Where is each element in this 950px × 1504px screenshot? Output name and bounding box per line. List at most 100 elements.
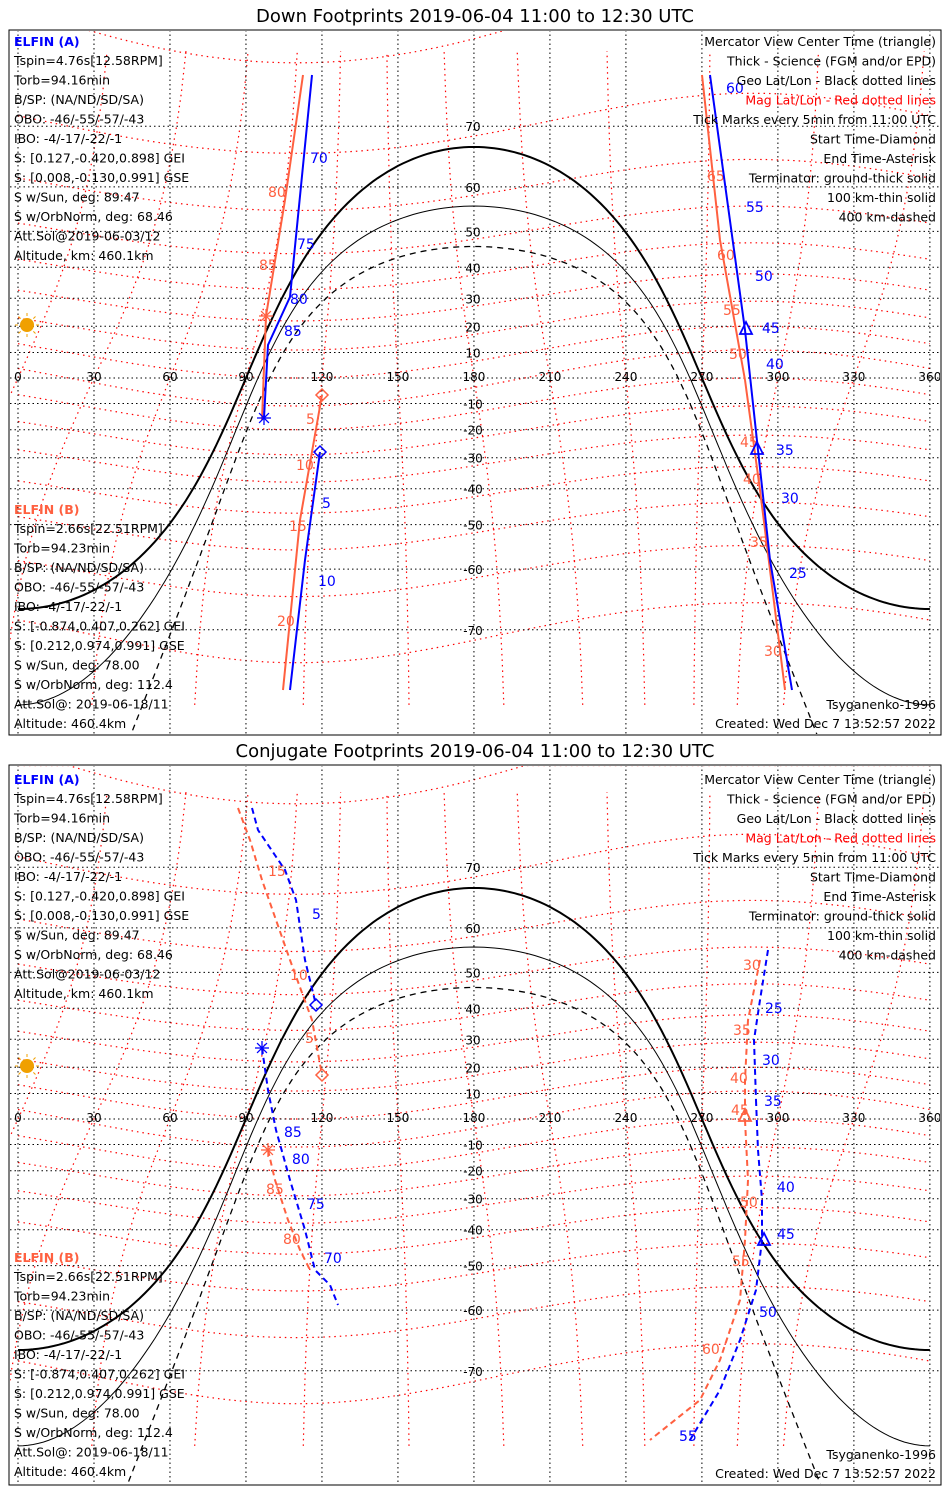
track-tick-label: 80: [283, 1232, 301, 1248]
created-timestamp: Created: Wed Dec 7 13:52:57 2022: [715, 1466, 936, 1481]
end-asterisk-marker: [262, 1144, 274, 1156]
center-triangle-marker: [756, 1230, 772, 1246]
track-tick-label: 30: [762, 1053, 780, 1069]
start-diamond-marker: [312, 444, 328, 460]
track-tick-label: 30: [743, 958, 761, 974]
probe-a-info-line: S: [0.127,-0.420,0.898] GEI: [14, 889, 185, 904]
probe-a-info-line: Tspin=4.76s[12.58RPM]: [13, 791, 163, 806]
probe-a-info-line: S w/OrbNorm, deg: 68.46: [14, 947, 173, 962]
longitude-tick-label: 360: [918, 370, 941, 384]
longitude-tick-label: 240: [614, 370, 637, 384]
track-tick-label: 85: [284, 1125, 302, 1141]
track-tick-label: 30: [764, 644, 782, 660]
track-tick-label: 40: [777, 1180, 795, 1196]
longitude-tick-label: 180: [462, 370, 485, 384]
probe-b-info-line: S w/Sun, deg: 78.00: [14, 658, 140, 673]
longitude-tick-label: 0: [14, 1111, 22, 1125]
model-label: Tsyganenko-1996: [825, 697, 936, 712]
track-tick-label: 35: [776, 443, 794, 459]
track-tick-label: 80: [292, 1152, 310, 1168]
latitude-tick-label: -40: [463, 483, 483, 497]
track-tick-label: 25: [765, 1001, 783, 1017]
track-tick-label: 60: [726, 81, 744, 97]
latitude-tick-label: 60: [465, 922, 480, 936]
probe-b-info-line: OBO: -46/-55/-57/-43: [14, 580, 144, 595]
latitude-tick-label: -40: [463, 1224, 483, 1238]
footprint-track-a-right-red: [744, 959, 761, 1120]
track-tick-label: 55: [732, 1254, 750, 1270]
longitude-tick-label: 90: [238, 1111, 253, 1125]
latitude-tick-label: 10: [465, 347, 480, 361]
latitude-tick-label: 50: [465, 225, 480, 239]
probe-b-info-line: Att.Sol@: 2019-06-18/11: [14, 697, 169, 712]
longitude-tick-label: 210: [538, 1111, 561, 1125]
latitude-tick-label: 20: [465, 1061, 480, 1075]
mag-latitude-line: [17, 1041, 930, 1092]
start-diamond-marker: [308, 997, 324, 1013]
mag-latitude-line: [17, 1206, 930, 1255]
track-tick-label: 40: [730, 1071, 748, 1087]
mag-latitude-line: [17, 242, 930, 291]
footprint-track-a-right-blue: [752, 949, 769, 1101]
longitude-tick-label: 270: [690, 370, 713, 384]
track-tick-label: 35: [733, 1023, 751, 1039]
latitude-tick-label: -10: [463, 1138, 483, 1152]
footprint-track-a-right-red: [701, 74, 746, 381]
legend-line: Terminator: ground-thick solid: [748, 171, 936, 186]
mag-longitude-line: [10, 792, 108, 1139]
probe-b-info-line: S: [-0.874,0.407,0.262] GEI: [14, 1367, 185, 1382]
mag-latitude-line: [17, 1014, 930, 1063]
mag-latitude-line: [17, 1285, 930, 1339]
mag-latitude-line: [17, 946, 930, 996]
legend-line: Thick - Science (FGM and/or EPD): [726, 54, 936, 69]
longitude-tick-label: 300: [766, 370, 789, 384]
probe-b-info-line: B/SP: (NA/ND/SD/SA): [14, 1308, 144, 1323]
footprint-track-b-left-blue: [289, 451, 321, 691]
terminator-100km: [17, 205, 930, 706]
track-tick-label: 75: [307, 1197, 325, 1213]
probe-b-info-line: S w/Sun, deg: 78.00: [14, 1406, 140, 1421]
probe-a-info-line: S w/Sun, deg: 89.47: [14, 928, 140, 943]
footprint-track-b-left-blue: [261, 1047, 339, 1306]
longitude-tick-label: 60: [162, 1111, 177, 1125]
probe-b-info-line: Torb=94.23min: [13, 541, 110, 556]
mag-longitude-line: [91, 51, 249, 705]
latitude-tick-label: 20: [465, 320, 480, 334]
legend-line: Thick - Science (FGM and/or EPD): [726, 792, 936, 807]
plot-frame: [8, 29, 942, 736]
track-tick-label: 10: [290, 968, 308, 984]
latitude-tick-label: -70: [463, 1365, 483, 1379]
sun-ray: [18, 331, 21, 334]
track-tick-label: 5: [306, 412, 315, 428]
footprint-track-a-right-blue: [709, 74, 759, 451]
info-text: ELFIN (A) Tspin=4.76s[12.58RPM] Torb=94.16…: [13, 34, 937, 731]
track-tick-label: 85: [266, 1182, 284, 1198]
map-layer: 0 30 60 90 120 150 180 210 240 270 300 330 360 70 60 50…: [10, 766, 940, 1484]
footprint-track-a-left-red: [261, 74, 304, 421]
mag-latitude-line: [17, 1175, 930, 1224]
track-tick-label: 50: [729, 347, 747, 363]
latitude-tick-label: 70: [465, 120, 480, 134]
plot-frame: [8, 764, 942, 1486]
longitude-tick-label: 330: [842, 1111, 865, 1125]
legend-line: End Time-Asterisk: [823, 151, 936, 166]
track-tick-label: 35: [750, 535, 768, 551]
probe-b-info-line: OBO: -46/-55/-57/-43: [14, 1328, 144, 1343]
sun-ray: [33, 316, 36, 319]
info-text: ELFIN (A) Tspin=4.76s[12.58RPM] Torb=94.16…: [13, 772, 937, 1481]
latitude-tick-label: -60: [463, 563, 483, 577]
mag-longitude-line: [194, 51, 298, 705]
conjugate-footprints-panel: Conjugate Footprints 2019-06-04 11:00 to…: [8, 741, 942, 1486]
sun-ray: [18, 1072, 21, 1075]
mag-latitude-line: [17, 602, 931, 664]
legend-line: Mag Lat/Lon - Red dotted lines: [745, 93, 936, 108]
probe-b-info-line: IBO: -4/-17/-22/-1: [14, 1347, 122, 1362]
footprint-track-b-right-red: [744, 379, 786, 691]
probe-a-info-line: OBO: -46/-55/-57/-43: [14, 112, 144, 127]
legend-line: 400 km-dashed: [839, 210, 936, 225]
probe-b-info-line: Tspin=2.66s[22.51RPM]: [13, 1269, 163, 1284]
legend-line: Terminator: ground-thick solid: [748, 909, 936, 924]
longitude-tick-label: 150: [386, 1111, 409, 1125]
footprint-track-b-left-red: [267, 1149, 311, 1271]
probe-a-info-line: S: [0.008,-0.130,0.991] GSE: [14, 170, 189, 185]
